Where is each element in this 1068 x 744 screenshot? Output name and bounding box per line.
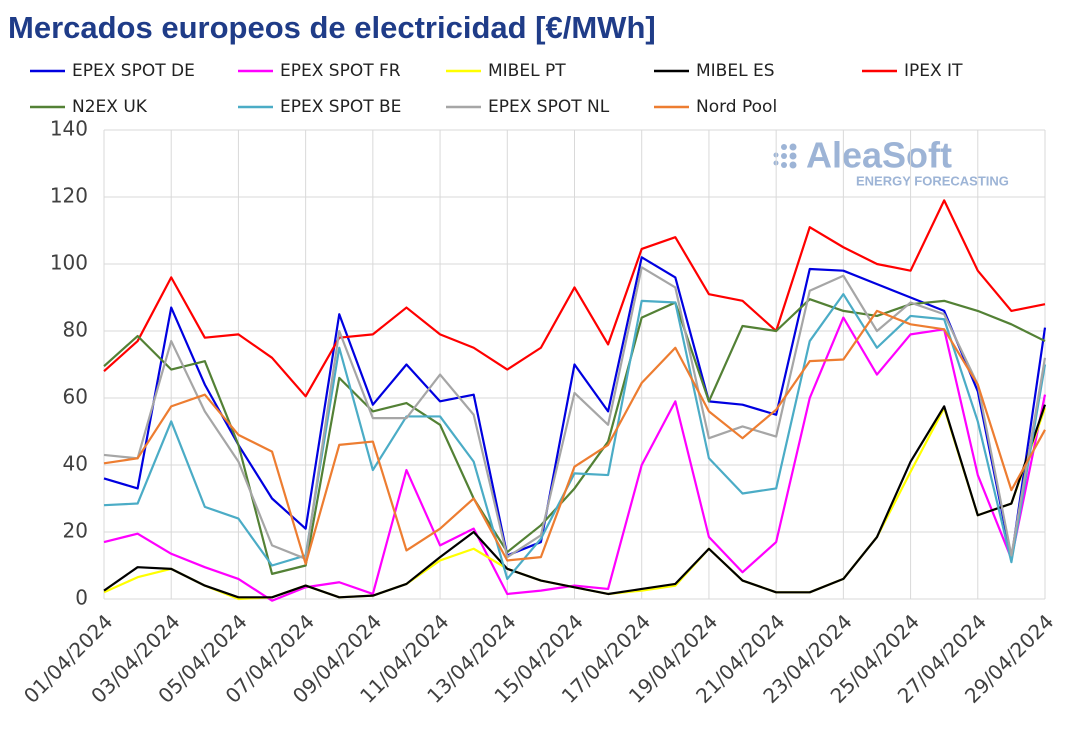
y-tick-label: 20 bbox=[63, 519, 88, 543]
series-line bbox=[103, 316, 1047, 602]
watermark bbox=[773, 143, 797, 169]
legend-label: MIBEL ES bbox=[696, 61, 775, 81]
series-line bbox=[103, 266, 1047, 560]
legend-label: IPEX IT bbox=[904, 61, 963, 81]
series-line bbox=[103, 404, 1047, 599]
series-line bbox=[103, 256, 1047, 560]
series-line bbox=[103, 309, 1046, 565]
watermark-dot bbox=[789, 161, 797, 169]
legend-label: MIBEL PT bbox=[488, 61, 566, 81]
legend-label: EPEX SPOT NL bbox=[488, 97, 610, 117]
watermark-dot bbox=[789, 143, 797, 151]
series-line bbox=[103, 199, 1046, 398]
watermark-dot bbox=[789, 152, 797, 160]
y-tick-label: 140 bbox=[50, 117, 88, 141]
series-line bbox=[103, 293, 1047, 581]
y-tick-label: 40 bbox=[63, 452, 88, 476]
legend-label: EPEX SPOT DE bbox=[72, 61, 195, 81]
y-tick-label: 80 bbox=[63, 318, 88, 342]
watermark-dot bbox=[781, 162, 787, 168]
watermark-brand: AleaSoft bbox=[806, 135, 952, 176]
legend-label: Nord Pool bbox=[696, 97, 777, 117]
watermark-tagline: ENERGY FORECASTING bbox=[856, 173, 1009, 188]
legend-label: EPEX SPOT FR bbox=[280, 61, 401, 81]
legend-label: N2EX UK bbox=[72, 97, 148, 117]
legend-label: EPEX SPOT BE bbox=[280, 97, 401, 117]
y-tick-label: 0 bbox=[75, 586, 88, 610]
watermark-dot bbox=[781, 153, 787, 159]
watermark-dot bbox=[781, 144, 787, 150]
y-tick-label: 100 bbox=[50, 251, 88, 275]
y-tick-label: 120 bbox=[50, 184, 88, 208]
chart-title: Mercados europeos de electricidad [€/MWh… bbox=[8, 10, 656, 45]
y-tick-label: 60 bbox=[63, 385, 88, 409]
series-line bbox=[103, 298, 1046, 575]
